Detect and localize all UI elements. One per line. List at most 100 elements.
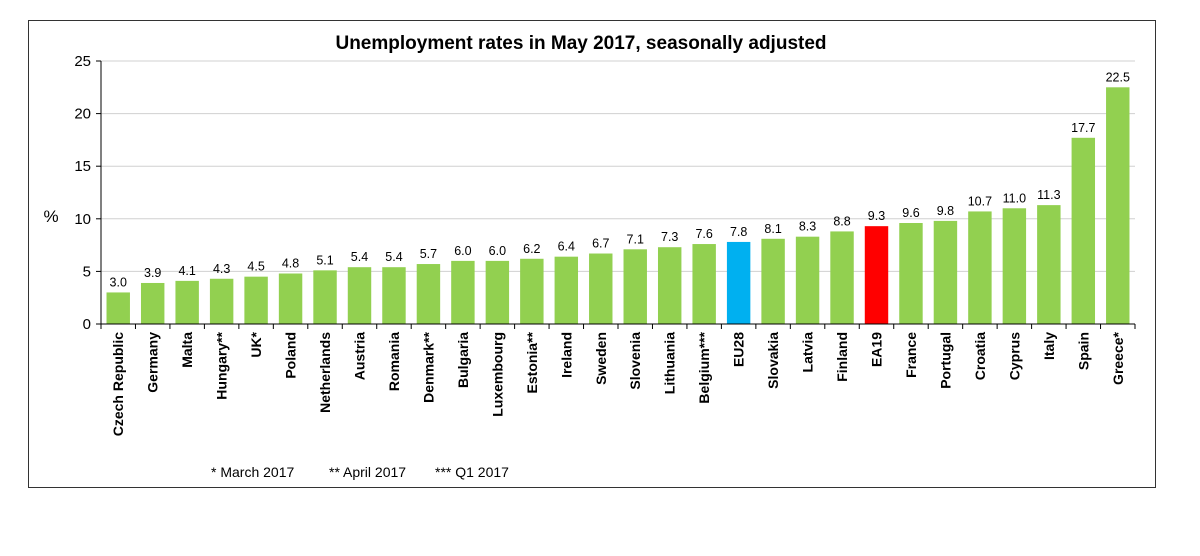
footnote: *** Q1 2017 — [435, 464, 509, 480]
category-label: Estonia** — [524, 331, 540, 393]
bar — [313, 270, 337, 324]
y-tick-label: 15 — [74, 158, 91, 175]
bar — [1071, 137, 1096, 324]
category-label: Hungary** — [214, 331, 230, 399]
bar-chart: Unemployment rates in May 2017, seasonal… — [43, 33, 1136, 480]
category-label: Cyprus — [1006, 332, 1022, 380]
category-label: France — [903, 332, 919, 378]
category-label: Bulgaria — [455, 332, 471, 388]
category-label: Czech Republic — [110, 332, 126, 436]
bar-value-label: 6.0 — [489, 244, 506, 258]
bar — [485, 260, 510, 324]
footnote: ** April 2017 — [329, 464, 406, 480]
y-tick-label: 25 — [74, 53, 91, 70]
bar — [1037, 205, 1061, 324]
category-label: Finland — [834, 332, 850, 382]
bar-value-label: 5.1 — [316, 253, 333, 267]
category-label: Spain — [1075, 332, 1091, 370]
y-axis-label: % — [43, 207, 58, 226]
bar — [692, 244, 716, 324]
category-label: Slovenia — [627, 332, 643, 390]
bar-value-label: 7.8 — [730, 225, 747, 239]
bar — [933, 220, 958, 324]
category-label: Austria — [352, 332, 368, 380]
y-axis-ticks: 0 5 10 15 20 25 — [74, 53, 101, 333]
bar-value-label: 4.1 — [178, 264, 195, 278]
value-labels: 3.0 3.9 4.1 4.3 4.5 4.8 5.1 5.4 5.4 5.7 6.0 6.0 6.2 6… — [110, 70, 1130, 289]
category-label: Lithuania — [662, 332, 678, 394]
axes — [100, 61, 1136, 329]
bar-value-label: 11.3 — [1037, 188, 1060, 202]
bar-value-label: 10.7 — [968, 194, 992, 208]
bar — [726, 241, 751, 324]
category-label: Ireland — [558, 332, 574, 378]
category-label: Greece* — [1110, 331, 1126, 384]
bar-value-label: 7.6 — [695, 227, 712, 241]
y-tick-label: 5 — [83, 263, 91, 280]
bar — [244, 276, 268, 324]
bar-value-label: 4.5 — [247, 260, 264, 274]
bar — [657, 247, 682, 324]
bar — [589, 253, 613, 324]
category-label: Portugal — [937, 332, 953, 389]
bar — [795, 236, 820, 324]
bar — [761, 238, 785, 324]
chart-frame: Unemployment rates in May 2017, seasonal… — [28, 20, 1156, 488]
bar — [968, 211, 992, 324]
bars — [106, 87, 1130, 324]
bar — [864, 226, 889, 324]
bar — [623, 249, 647, 324]
category-label: Sweden — [593, 332, 609, 385]
bar — [451, 260, 475, 324]
bar-value-label: 11.0 — [1003, 191, 1026, 205]
category-label: Italy — [1041, 332, 1057, 360]
bar — [1002, 208, 1027, 324]
category-label: Belgium*** — [696, 331, 712, 403]
category-label: Slovakia — [765, 332, 781, 389]
bar — [416, 264, 441, 324]
bar-value-label: 4.8 — [282, 257, 299, 271]
bar-value-label: 7.1 — [627, 232, 644, 246]
bar-value-label: 9.3 — [868, 209, 885, 223]
bar-value-label: 5.4 — [351, 250, 368, 264]
bar-value-label: 6.0 — [454, 244, 471, 258]
bar-value-label: 3.0 — [110, 275, 127, 289]
category-label: Romania — [386, 332, 402, 391]
chart-title: Unemployment rates in May 2017, seasonal… — [335, 33, 826, 54]
y-tick-label: 10 — [74, 211, 91, 228]
category-label: Germany — [145, 332, 161, 393]
category-label: EU28 — [731, 332, 747, 367]
bar-value-label: 22.5 — [1106, 70, 1130, 84]
bar-value-label: 8.1 — [764, 222, 781, 236]
footnote: * March 2017 — [211, 464, 294, 480]
bar-value-label: 8.3 — [799, 220, 816, 234]
bar-value-label: 5.7 — [420, 247, 437, 261]
bar — [347, 267, 372, 324]
bar — [1106, 87, 1130, 324]
bar — [106, 292, 130, 324]
bar — [830, 231, 854, 324]
category-label: EA19 — [869, 332, 885, 367]
bar — [278, 273, 303, 324]
bar-value-label: 8.8 — [833, 214, 850, 228]
category-label: Luxembourg — [489, 332, 505, 417]
bar — [140, 282, 165, 324]
bar — [175, 280, 199, 324]
bar — [899, 223, 923, 324]
bar-value-label: 5.4 — [385, 250, 402, 264]
bar-value-label: 6.2 — [523, 242, 540, 256]
category-label: Denmark** — [420, 331, 436, 402]
category-label: Netherlands — [317, 332, 333, 413]
bar-value-label: 4.3 — [213, 262, 230, 276]
bar-value-label: 9.8 — [937, 204, 954, 218]
gridlines — [101, 60, 1135, 272]
bar — [554, 256, 579, 324]
category-label: UK* — [248, 331, 264, 357]
bar-value-label: 3.9 — [144, 266, 161, 280]
bar-value-label: 17.7 — [1071, 121, 1095, 135]
bar-value-label: 6.7 — [592, 237, 609, 251]
bar — [520, 258, 544, 324]
bar-value-label: 7.3 — [661, 230, 678, 244]
y-tick-label: 0 — [83, 316, 91, 333]
bar — [382, 267, 406, 324]
